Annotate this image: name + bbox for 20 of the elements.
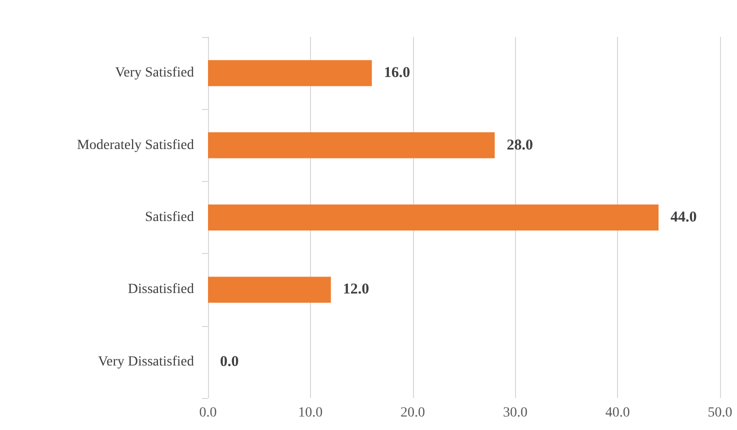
- x-tick-label: 20.0: [400, 406, 426, 420]
- data-label: 12.0: [342, 282, 370, 298]
- data-label: 44.0: [670, 210, 697, 226]
- data-label: 28.0: [506, 137, 533, 154]
- x-tick-label: 50.0: [708, 406, 732, 420]
- bar: [208, 132, 495, 158]
- x-tick-label: 30.0: [502, 406, 528, 420]
- data-label: 16.0: [384, 65, 410, 82]
- bar: [208, 60, 372, 86]
- y-tick-label: Very Satisfied: [115, 66, 194, 81]
- y-tick-label: Very Dissatisfied: [98, 354, 194, 370]
- bar: [208, 204, 659, 230]
- x-tick-label: 10.0: [298, 406, 323, 420]
- x-tick-label: 40.0: [605, 406, 630, 420]
- data-label: 0.0: [220, 354, 239, 370]
- y-tick-label: Moderately Satisfied: [76, 138, 194, 153]
- x-tick-label: 0.0: [199, 406, 217, 420]
- y-tick-label: Dissatisfied: [128, 282, 194, 298]
- bar: [208, 276, 331, 303]
- y-tick-label: Satisfied: [145, 210, 194, 225]
